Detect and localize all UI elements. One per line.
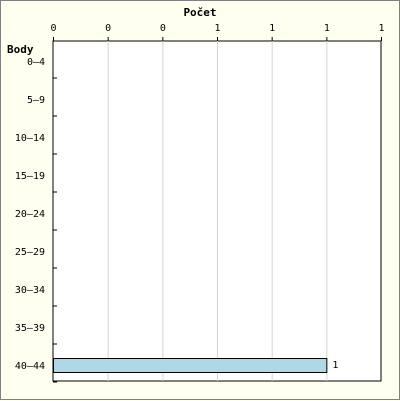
y-tick-label: 40–44: [15, 361, 45, 372]
bars: 1: [53, 358, 338, 373]
y-tick-label: 35–39: [15, 323, 45, 334]
x-tick-label: 1: [378, 23, 384, 34]
y-tick-label: 20–24: [15, 209, 45, 220]
x-tick-label: 1: [269, 23, 275, 34]
data-label: 1: [332, 360, 338, 371]
x-tick-label: 0: [50, 23, 56, 34]
y-tick-label: 10–14: [15, 133, 45, 144]
x-tick-label: 0: [105, 23, 111, 34]
y-tick-label: 5–9: [27, 95, 45, 106]
y-axis-title: Body: [7, 43, 34, 56]
y-tick-label: 15–19: [15, 171, 45, 182]
bar: [53, 358, 328, 373]
x-axis-ticks: 0 0 0 1 1 1 1: [50, 23, 385, 41]
x-tick-label: 1: [214, 23, 220, 34]
y-tick-label: 30–34: [15, 285, 45, 296]
y-axis-ticks: 0–4 5–9 10–14 15–19 20–24 25–29 30–34 35–39 40–4…: [15, 57, 57, 383]
grid-lines: [107, 41, 328, 381]
y-tick-label: 0–4: [27, 57, 45, 68]
y-tick-label: 25–29: [15, 247, 45, 258]
x-tick-label: 1: [324, 23, 330, 34]
chart-title: Počet: [183, 6, 216, 19]
x-tick-label: 0: [160, 23, 166, 34]
